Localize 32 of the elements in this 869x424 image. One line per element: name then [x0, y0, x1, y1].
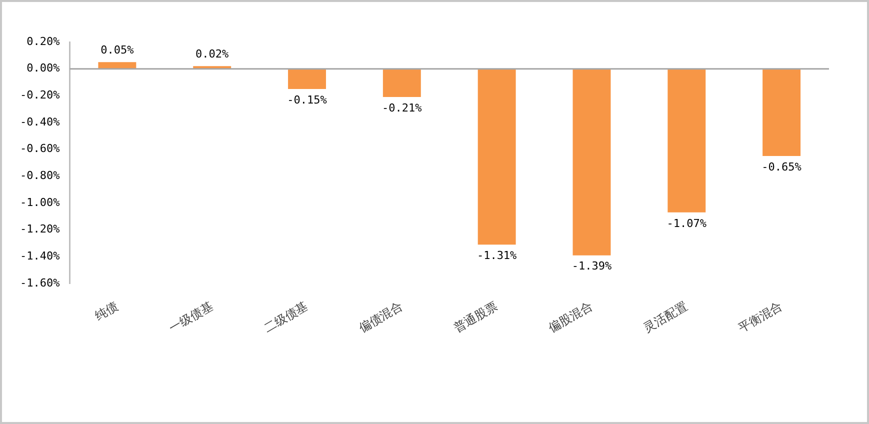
- y-tick-label: -0.80%: [20, 169, 60, 182]
- bar: [762, 68, 801, 156]
- y-tick-label: -0.60%: [20, 142, 60, 156]
- x-tick-label: 平衡混合: [736, 298, 785, 336]
- y-tick-label: -0.40%: [20, 115, 60, 128]
- y-tick-label: 0.20%: [26, 34, 60, 48]
- data-label: -1.39%: [572, 260, 612, 273]
- y-tick-label: -1.00%: [20, 196, 60, 209]
- data-label: -1.31%: [476, 248, 518, 262]
- bar: [572, 68, 611, 256]
- x-tick-label: 偏债混合: [356, 298, 405, 336]
- data-label: -0.15%: [287, 93, 328, 106]
- y-tick-label: -0.20%: [20, 88, 60, 102]
- y-tick-label: -1.20%: [20, 222, 60, 236]
- data-label: -0.65%: [762, 160, 802, 174]
- data-label: -1.07%: [666, 216, 707, 230]
- bar: [668, 68, 706, 212]
- data-label: 0.05%: [100, 43, 134, 56]
- bar: [478, 68, 516, 245]
- x-tick-label: 纯债: [92, 298, 120, 324]
- x-tick-label: 偏股混合: [546, 298, 595, 336]
- x-tick-label: 普通股票: [451, 298, 500, 336]
- y-tick-label: 0.00%: [26, 62, 60, 75]
- x-tick-label: 二级债基: [262, 298, 310, 336]
- x-tick-label: 灵活配置: [641, 298, 690, 336]
- x-tick-label: 一级债基: [166, 298, 216, 336]
- y-tick-label: -1.40%: [20, 250, 60, 263]
- bar: [288, 68, 326, 89]
- y-tick-label: -1.60%: [20, 276, 60, 290]
- data-label: -0.21%: [382, 101, 422, 114]
- data-label: 0.02%: [196, 48, 230, 61]
- bar: [382, 68, 421, 98]
